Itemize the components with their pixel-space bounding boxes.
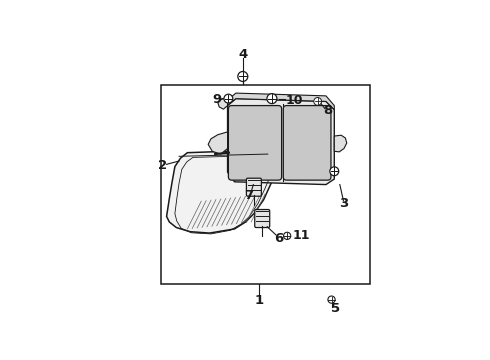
Text: 11: 11	[292, 229, 310, 242]
Polygon shape	[227, 93, 334, 110]
Polygon shape	[167, 150, 277, 233]
Text: 7: 7	[245, 189, 253, 202]
Circle shape	[238, 72, 248, 81]
Text: 2: 2	[158, 159, 168, 172]
FancyBboxPatch shape	[255, 210, 270, 228]
Polygon shape	[208, 132, 227, 154]
Bar	[161, 85, 370, 284]
Text: 8: 8	[323, 104, 333, 117]
Text: 9: 9	[213, 93, 222, 106]
Circle shape	[224, 94, 233, 103]
Polygon shape	[218, 99, 227, 109]
Text: 3: 3	[339, 198, 348, 211]
Polygon shape	[227, 99, 334, 185]
Circle shape	[284, 232, 291, 239]
FancyBboxPatch shape	[283, 105, 331, 180]
Circle shape	[314, 98, 321, 105]
FancyBboxPatch shape	[228, 105, 282, 180]
Polygon shape	[334, 135, 347, 152]
Circle shape	[328, 296, 335, 303]
Text: 6: 6	[274, 231, 283, 244]
Text: 4: 4	[238, 48, 247, 61]
Circle shape	[330, 167, 339, 176]
Text: 1: 1	[255, 294, 264, 307]
FancyBboxPatch shape	[246, 178, 261, 196]
Text: 10: 10	[286, 94, 303, 107]
Text: 5: 5	[331, 302, 340, 315]
Circle shape	[267, 94, 277, 104]
